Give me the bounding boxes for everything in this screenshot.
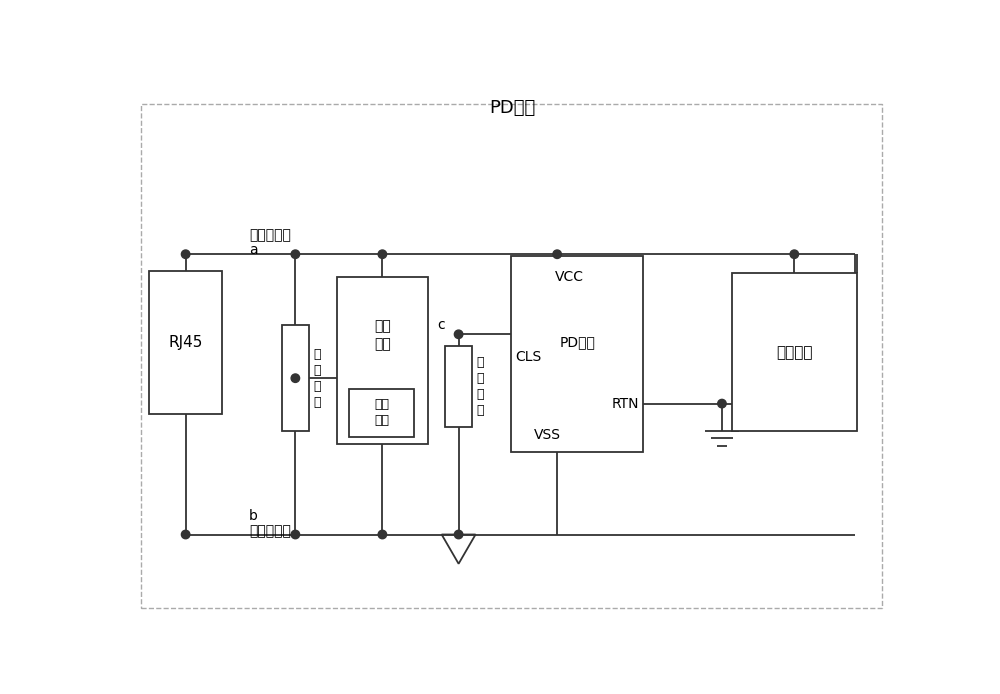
Circle shape bbox=[790, 250, 799, 258]
Bar bbox=[282, 325, 309, 431]
Circle shape bbox=[378, 530, 387, 539]
Circle shape bbox=[181, 250, 190, 258]
Bar bbox=[511, 256, 643, 452]
Text: VCC: VCC bbox=[555, 271, 584, 285]
Circle shape bbox=[181, 530, 190, 539]
Text: 第
二
电
阻: 第 二 电 阻 bbox=[476, 356, 484, 417]
Circle shape bbox=[291, 374, 300, 382]
Text: c: c bbox=[437, 318, 445, 332]
Text: 第
一
电
阻: 第 一 电 阻 bbox=[313, 348, 321, 409]
Bar bbox=[337, 276, 428, 444]
Text: PD设备: PD设备 bbox=[489, 99, 536, 117]
Bar bbox=[732, 273, 857, 431]
Text: VSS: VSS bbox=[534, 428, 561, 442]
Text: a: a bbox=[249, 244, 258, 257]
Text: 正相输入端: 正相输入端 bbox=[249, 228, 291, 242]
Bar bbox=[349, 389, 414, 437]
Circle shape bbox=[718, 399, 726, 408]
Text: 负载模块: 负载模块 bbox=[776, 345, 813, 360]
Circle shape bbox=[454, 530, 463, 539]
Text: PD模块: PD模块 bbox=[559, 335, 595, 349]
Text: RJ45: RJ45 bbox=[168, 335, 203, 350]
Circle shape bbox=[378, 250, 387, 258]
Text: CLS: CLS bbox=[515, 350, 541, 364]
Bar bbox=[445, 346, 472, 427]
Text: b: b bbox=[249, 509, 258, 523]
Text: 第一
开关: 第一 开关 bbox=[374, 398, 389, 428]
Circle shape bbox=[291, 250, 300, 258]
Circle shape bbox=[291, 530, 300, 539]
Text: RTN: RTN bbox=[612, 396, 640, 411]
Text: 反相输入端: 反相输入端 bbox=[249, 525, 291, 539]
Text: 控制
模块: 控制 模块 bbox=[374, 319, 391, 351]
Circle shape bbox=[553, 250, 561, 258]
Circle shape bbox=[454, 330, 463, 339]
Bar bbox=[149, 271, 222, 414]
